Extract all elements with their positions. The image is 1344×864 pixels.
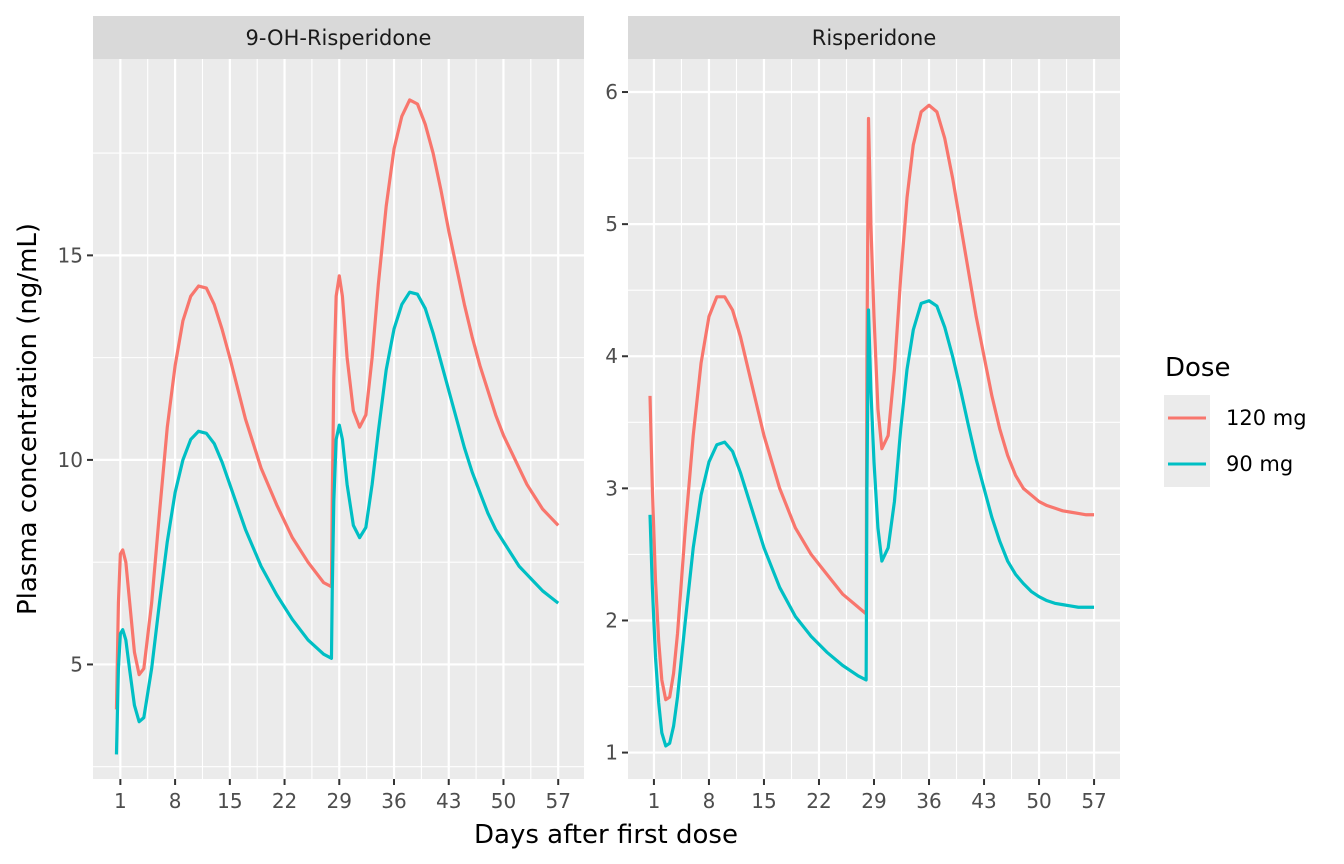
- legend-label-90-mg: 90 mg: [1226, 452, 1293, 476]
- y-tick-label: 1: [605, 741, 618, 765]
- x-tick-label: 1: [648, 789, 661, 813]
- y-tick-label: 5: [70, 652, 83, 676]
- series-line-120-mg: [648, 103, 1095, 702]
- x-axis-ticks: 1 8 15 22 29 36 43 50 57: [114, 779, 571, 813]
- series-line-90-mg: [648, 299, 1095, 748]
- x-axis-ticks: 1 8 15 22 29 36 43 50 57: [648, 779, 1107, 813]
- facet-panel-risperidone: Risperidone 1 2 3 4 5 6 1 8 15 22 29 36 43 50 57: [605, 16, 1120, 813]
- legend-title: Dose: [1165, 353, 1230, 383]
- x-tick-label: 57: [545, 789, 570, 813]
- y-axis-title: Plasma concentration (ng/mL): [13, 223, 43, 615]
- x-tick-label: 8: [169, 789, 182, 813]
- x-tick-label: 36: [916, 789, 941, 813]
- x-tick-label: 43: [436, 789, 461, 813]
- gridlines: [93, 59, 584, 779]
- series-lines: [114, 98, 560, 755]
- strip-background: [628, 16, 1120, 59]
- x-tick-label: 50: [491, 789, 516, 813]
- strip-background: [93, 16, 584, 59]
- x-tick-label: 22: [806, 789, 831, 813]
- y-tick-label: 10: [58, 448, 83, 472]
- y-tick-label: 4: [605, 344, 618, 368]
- facet-panel-9-oh-risperidone: 9-OH-Risperidone 5 10 15 1 8 15 22 29 36 43 50 57: [58, 16, 584, 813]
- x-tick-label: 29: [327, 789, 352, 813]
- legend-key-background: [1164, 395, 1210, 487]
- legend: Dose 120 mg 90 mg: [1164, 353, 1307, 487]
- x-tick-label: 57: [1081, 789, 1106, 813]
- y-tick-label: 15: [58, 243, 83, 267]
- x-tick-label: 43: [971, 789, 996, 813]
- y-tick-label: 6: [605, 80, 618, 104]
- x-tick-label: 8: [703, 789, 716, 813]
- x-axis-title: Days after first dose: [474, 820, 738, 850]
- x-tick-label: 50: [1026, 789, 1051, 813]
- series-line-120-mg: [114, 98, 560, 710]
- x-tick-label: 15: [751, 789, 776, 813]
- y-tick-label: 3: [605, 476, 618, 500]
- x-tick-label: 29: [861, 789, 886, 813]
- series-lines: [648, 103, 1095, 748]
- x-tick-label: 22: [272, 789, 297, 813]
- y-tick-label: 2: [605, 608, 618, 632]
- strip-label: 9-OH-Risperidone: [246, 26, 432, 50]
- x-tick-label: 36: [381, 789, 406, 813]
- series-line-90-mg: [114, 290, 560, 755]
- legend-label-120-mg: 120 mg: [1226, 406, 1307, 430]
- x-tick-label: 15: [217, 789, 242, 813]
- strip-label: Risperidone: [812, 26, 937, 50]
- y-tick-label: 5: [605, 212, 618, 236]
- y-axis-ticks: 5 10 15: [58, 243, 93, 676]
- y-axis-ticks: 1 2 3 4 5 6: [605, 80, 628, 765]
- x-tick-label: 1: [114, 789, 127, 813]
